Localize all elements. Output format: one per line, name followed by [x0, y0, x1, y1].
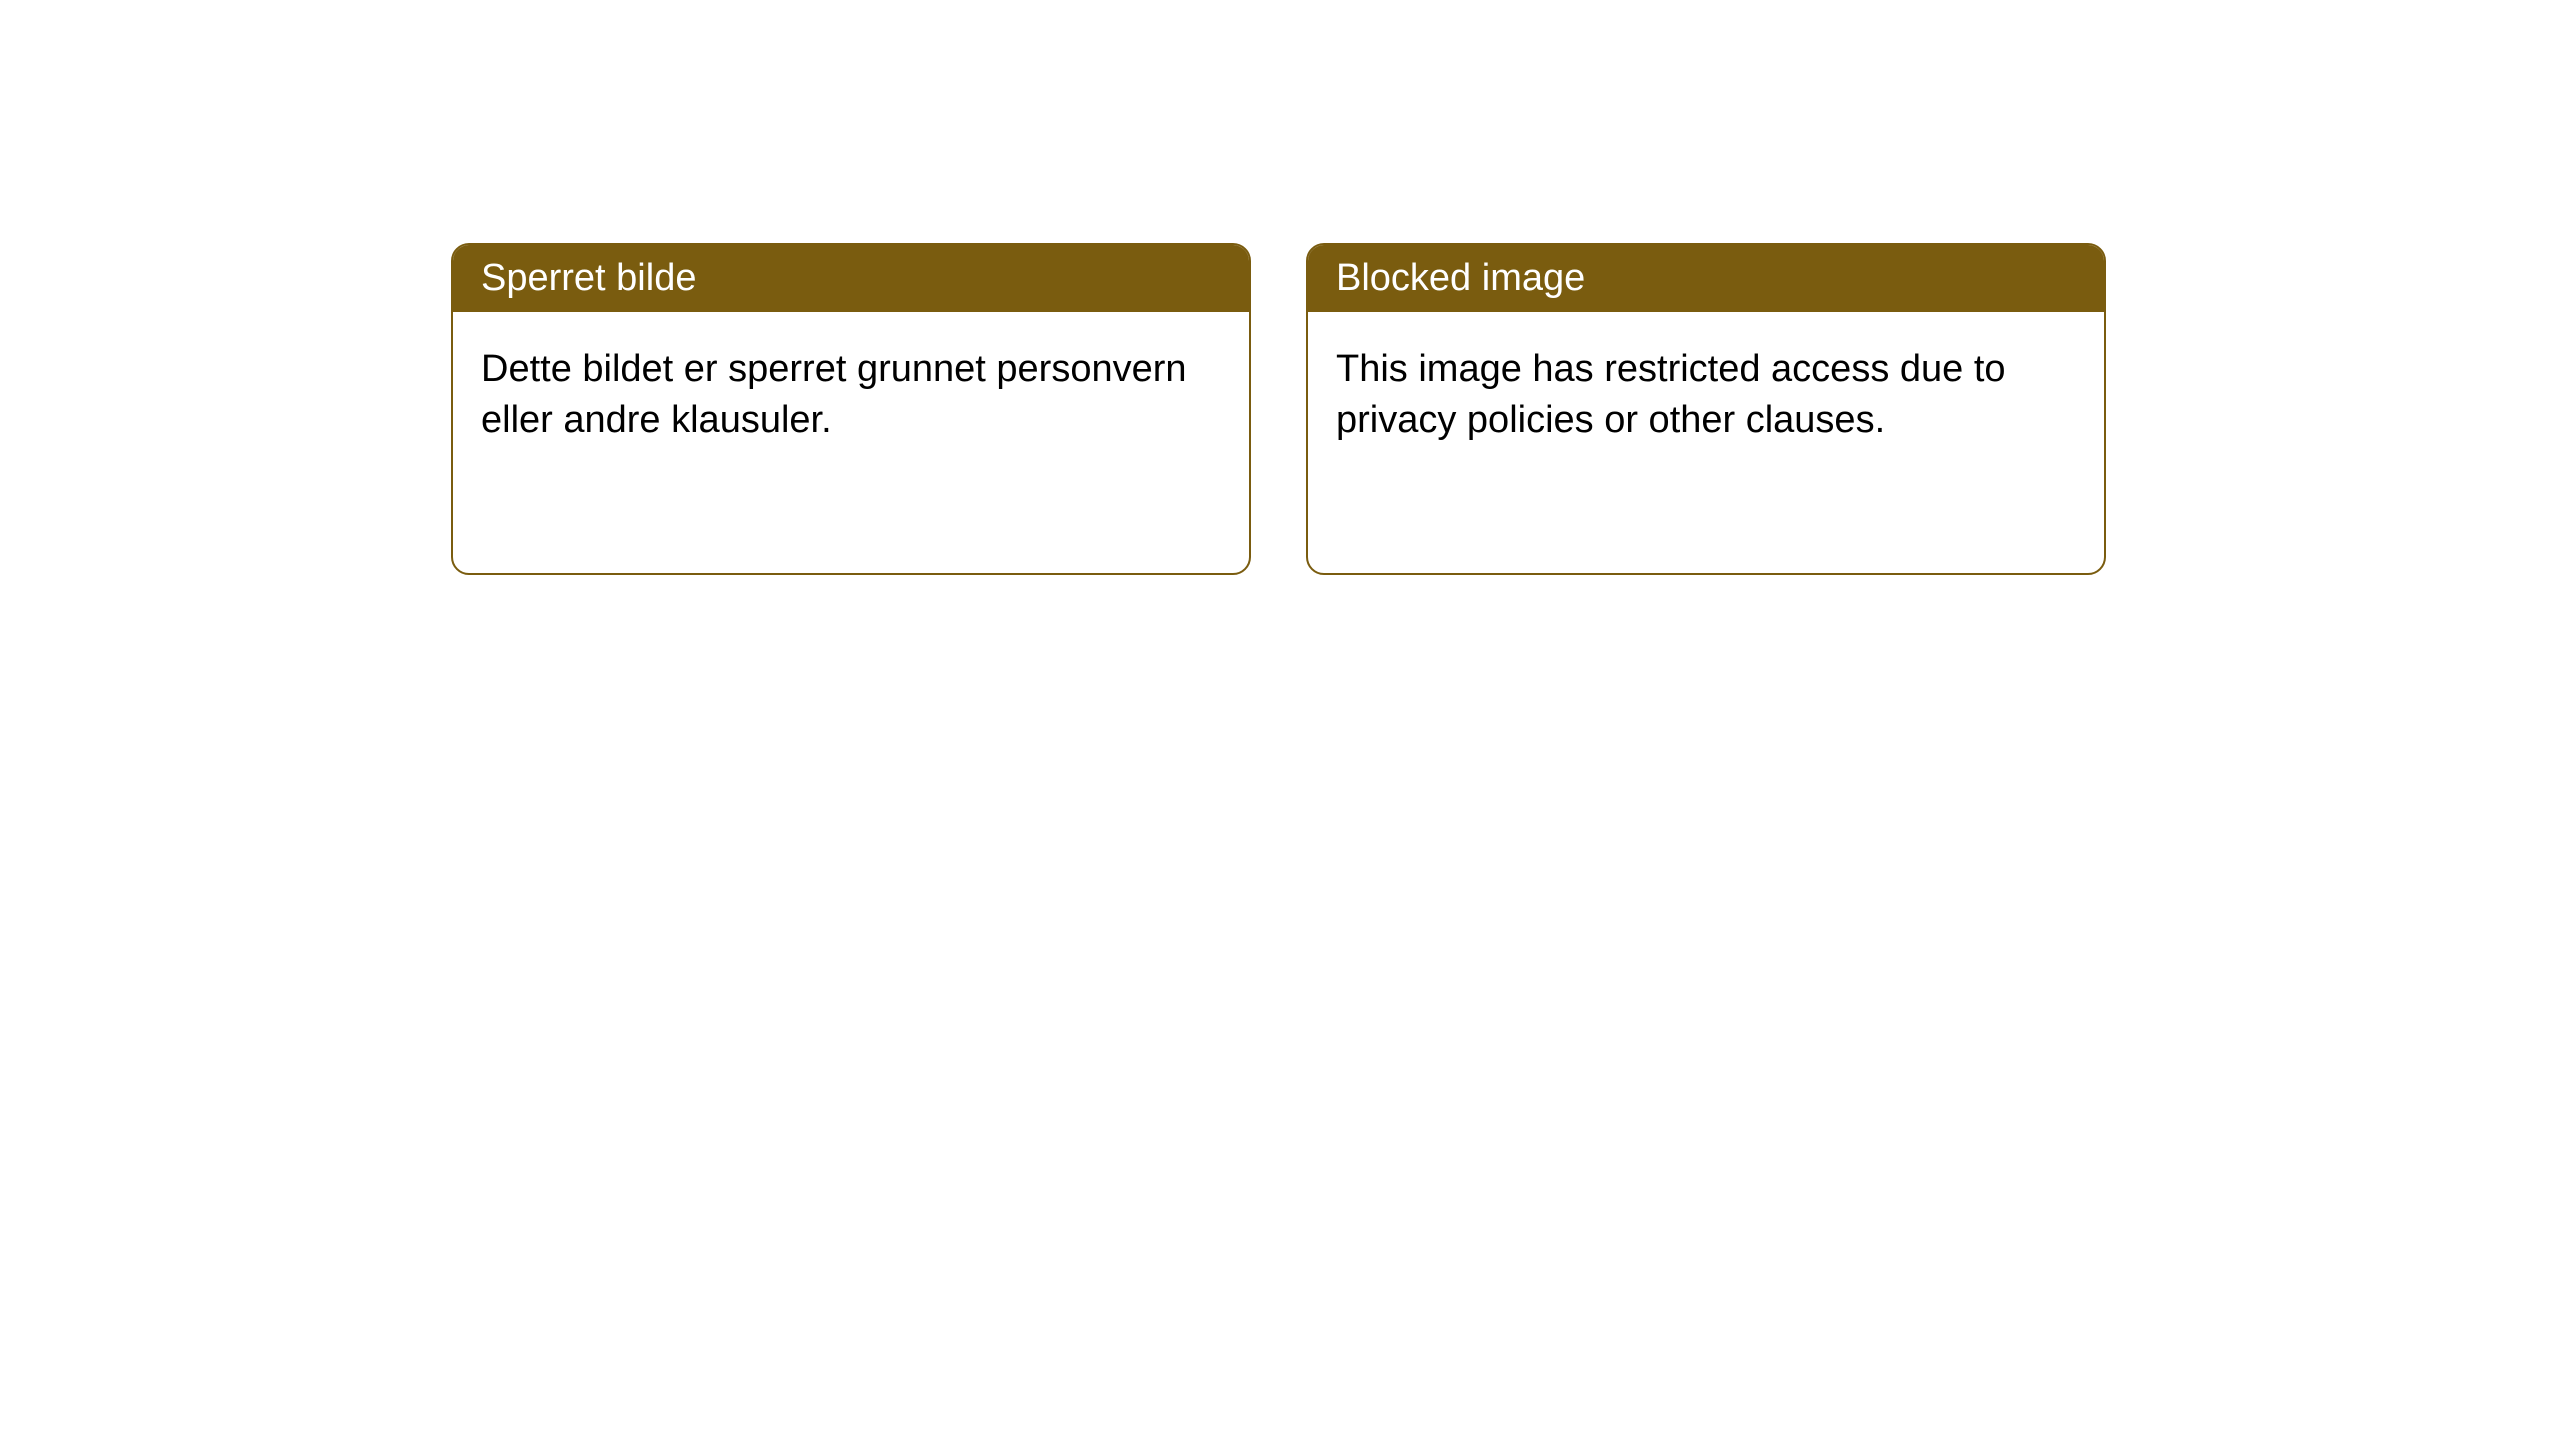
- card-header-en: Blocked image: [1308, 245, 2104, 312]
- notice-container: Sperret bilde Dette bildet er sperret gr…: [0, 0, 2560, 575]
- card-body-en: This image has restricted access due to …: [1308, 312, 2104, 479]
- card-title-en: Blocked image: [1336, 257, 1585, 299]
- blocked-image-card-no: Sperret bilde Dette bildet er sperret gr…: [451, 243, 1251, 575]
- card-title-no: Sperret bilde: [481, 257, 696, 299]
- card-message-no: Dette bildet er sperret grunnet personve…: [481, 348, 1187, 441]
- card-body-no: Dette bildet er sperret grunnet personve…: [453, 312, 1249, 479]
- blocked-image-card-en: Blocked image This image has restricted …: [1306, 243, 2106, 575]
- card-header-no: Sperret bilde: [453, 245, 1249, 312]
- card-message-en: This image has restricted access due to …: [1336, 348, 2006, 441]
